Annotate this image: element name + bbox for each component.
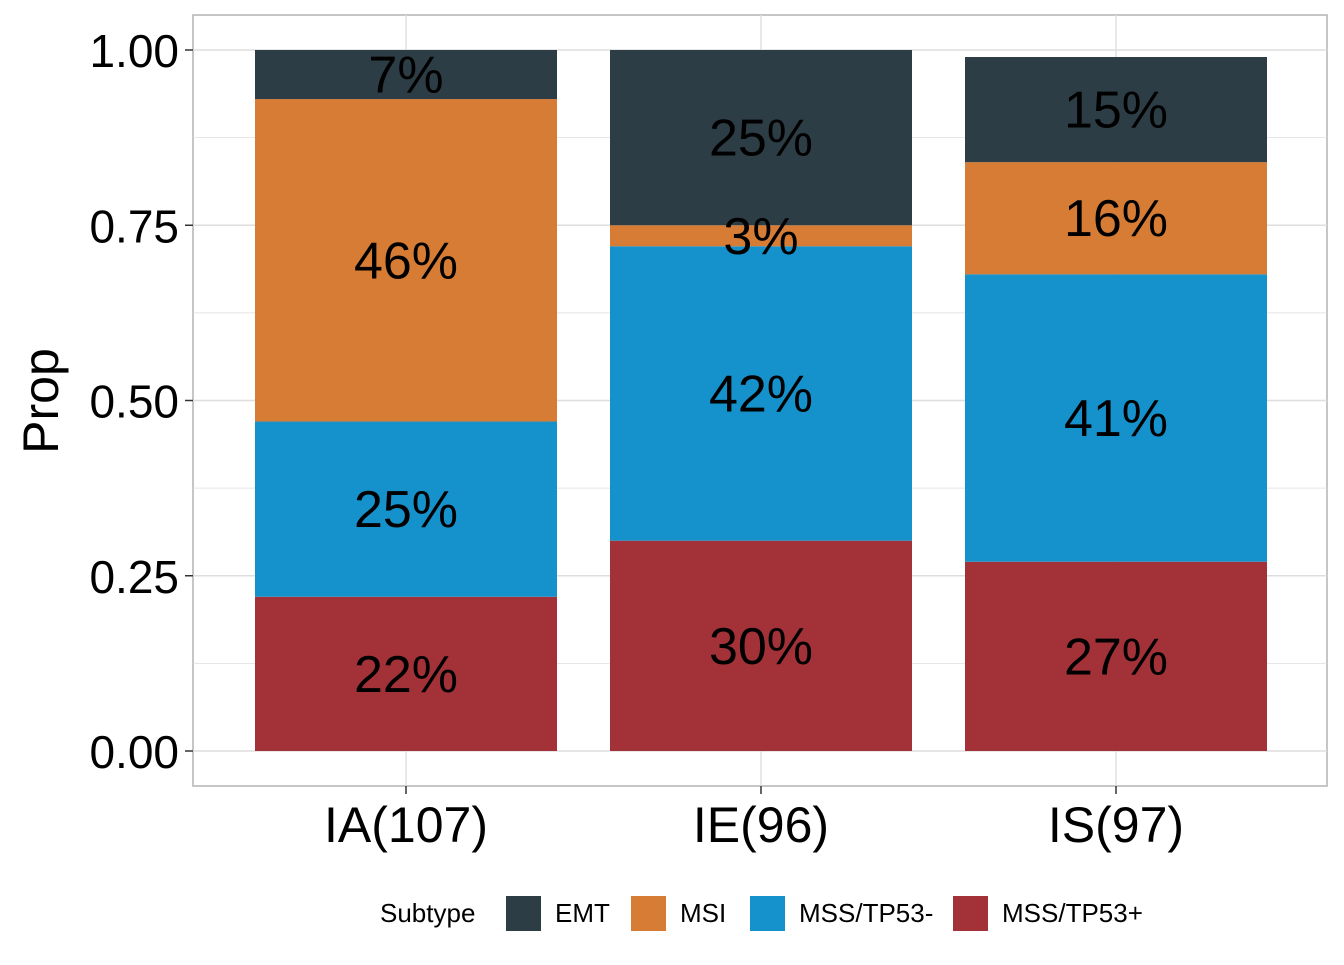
legend-item-mss-tp53: MSS/TP53+ — [953, 896, 1143, 931]
y-axis-label: Prop — [13, 348, 69, 454]
legend-title: Subtype — [380, 898, 475, 928]
bars — [255, 50, 1267, 751]
legend-item-emt: EMT — [506, 896, 610, 931]
data-label: 25% — [709, 110, 813, 168]
y-tick-label: 0.50 — [89, 376, 179, 428]
bar-segment-emt — [610, 50, 912, 226]
data-label: 16% — [1064, 190, 1168, 248]
bar-segment-emt — [255, 50, 557, 100]
y-tick-label: 1.00 — [89, 25, 179, 77]
x-tick-label: IE(96) — [693, 797, 829, 853]
legend: Subtype EMT MSI MSS/TP53- MSS/TP53+ — [380, 896, 1143, 931]
legend-item-msi: MSI — [631, 896, 726, 931]
bar-segment-mss-tp53 — [255, 596, 557, 751]
bar-group-ie-96 — [610, 50, 912, 751]
data-label: 42% — [709, 365, 813, 423]
data-label: 22% — [354, 646, 458, 704]
bar-segment-msi — [255, 99, 557, 422]
legend-label: MSS/TP53- — [799, 898, 933, 928]
legend-swatch — [953, 896, 988, 931]
y-tick-label: 0.25 — [89, 551, 179, 603]
bar-segment-mss-tp53 — [610, 540, 912, 751]
data-label: 25% — [354, 481, 458, 539]
x-tick-label: IA(107) — [324, 797, 488, 853]
data-label: 7% — [368, 47, 443, 105]
legend-label: EMT — [555, 898, 610, 928]
y-axis: 0.00 0.25 0.50 0.75 1.00 — [89, 25, 193, 778]
x-tick-label: IS(97) — [1048, 797, 1184, 853]
data-label: 30% — [709, 618, 813, 676]
bar-segment-emt — [965, 57, 1267, 163]
bar-labels: 22% 25% 46% 7% 30% 42% 3% 25% 27% 41% 16% 15% — [354, 47, 1168, 704]
data-label: 46% — [354, 232, 458, 290]
bar-segment-mss-tp53 — [965, 274, 1267, 562]
legend-swatch — [750, 896, 785, 931]
legend-item-mss-tp53: MSS/TP53- — [750, 896, 933, 931]
bar-segment-mss-tp53 — [610, 246, 912, 541]
bar-segment-msi — [965, 162, 1267, 275]
bar-group-ia-107 — [255, 50, 557, 751]
legend-swatch — [631, 896, 666, 931]
y-tick-label: 0.75 — [89, 200, 179, 252]
bar-segment-mss-tp53 — [255, 421, 557, 597]
x-axis: IA(107) IE(96) IS(97) — [324, 786, 1184, 853]
y-tick-label: 0.00 — [89, 726, 179, 778]
legend-label: MSS/TP53+ — [1002, 898, 1143, 928]
bar-segment-msi — [610, 225, 912, 247]
bar-segment-mss-tp53 — [965, 561, 1267, 751]
data-label: 41% — [1064, 390, 1168, 448]
data-label: 3% — [723, 208, 798, 266]
data-label: 15% — [1064, 82, 1168, 140]
legend-swatch — [506, 896, 541, 931]
data-label: 27% — [1064, 628, 1168, 686]
bar-group-is-97 — [965, 57, 1267, 751]
legend-label: MSI — [680, 898, 726, 928]
